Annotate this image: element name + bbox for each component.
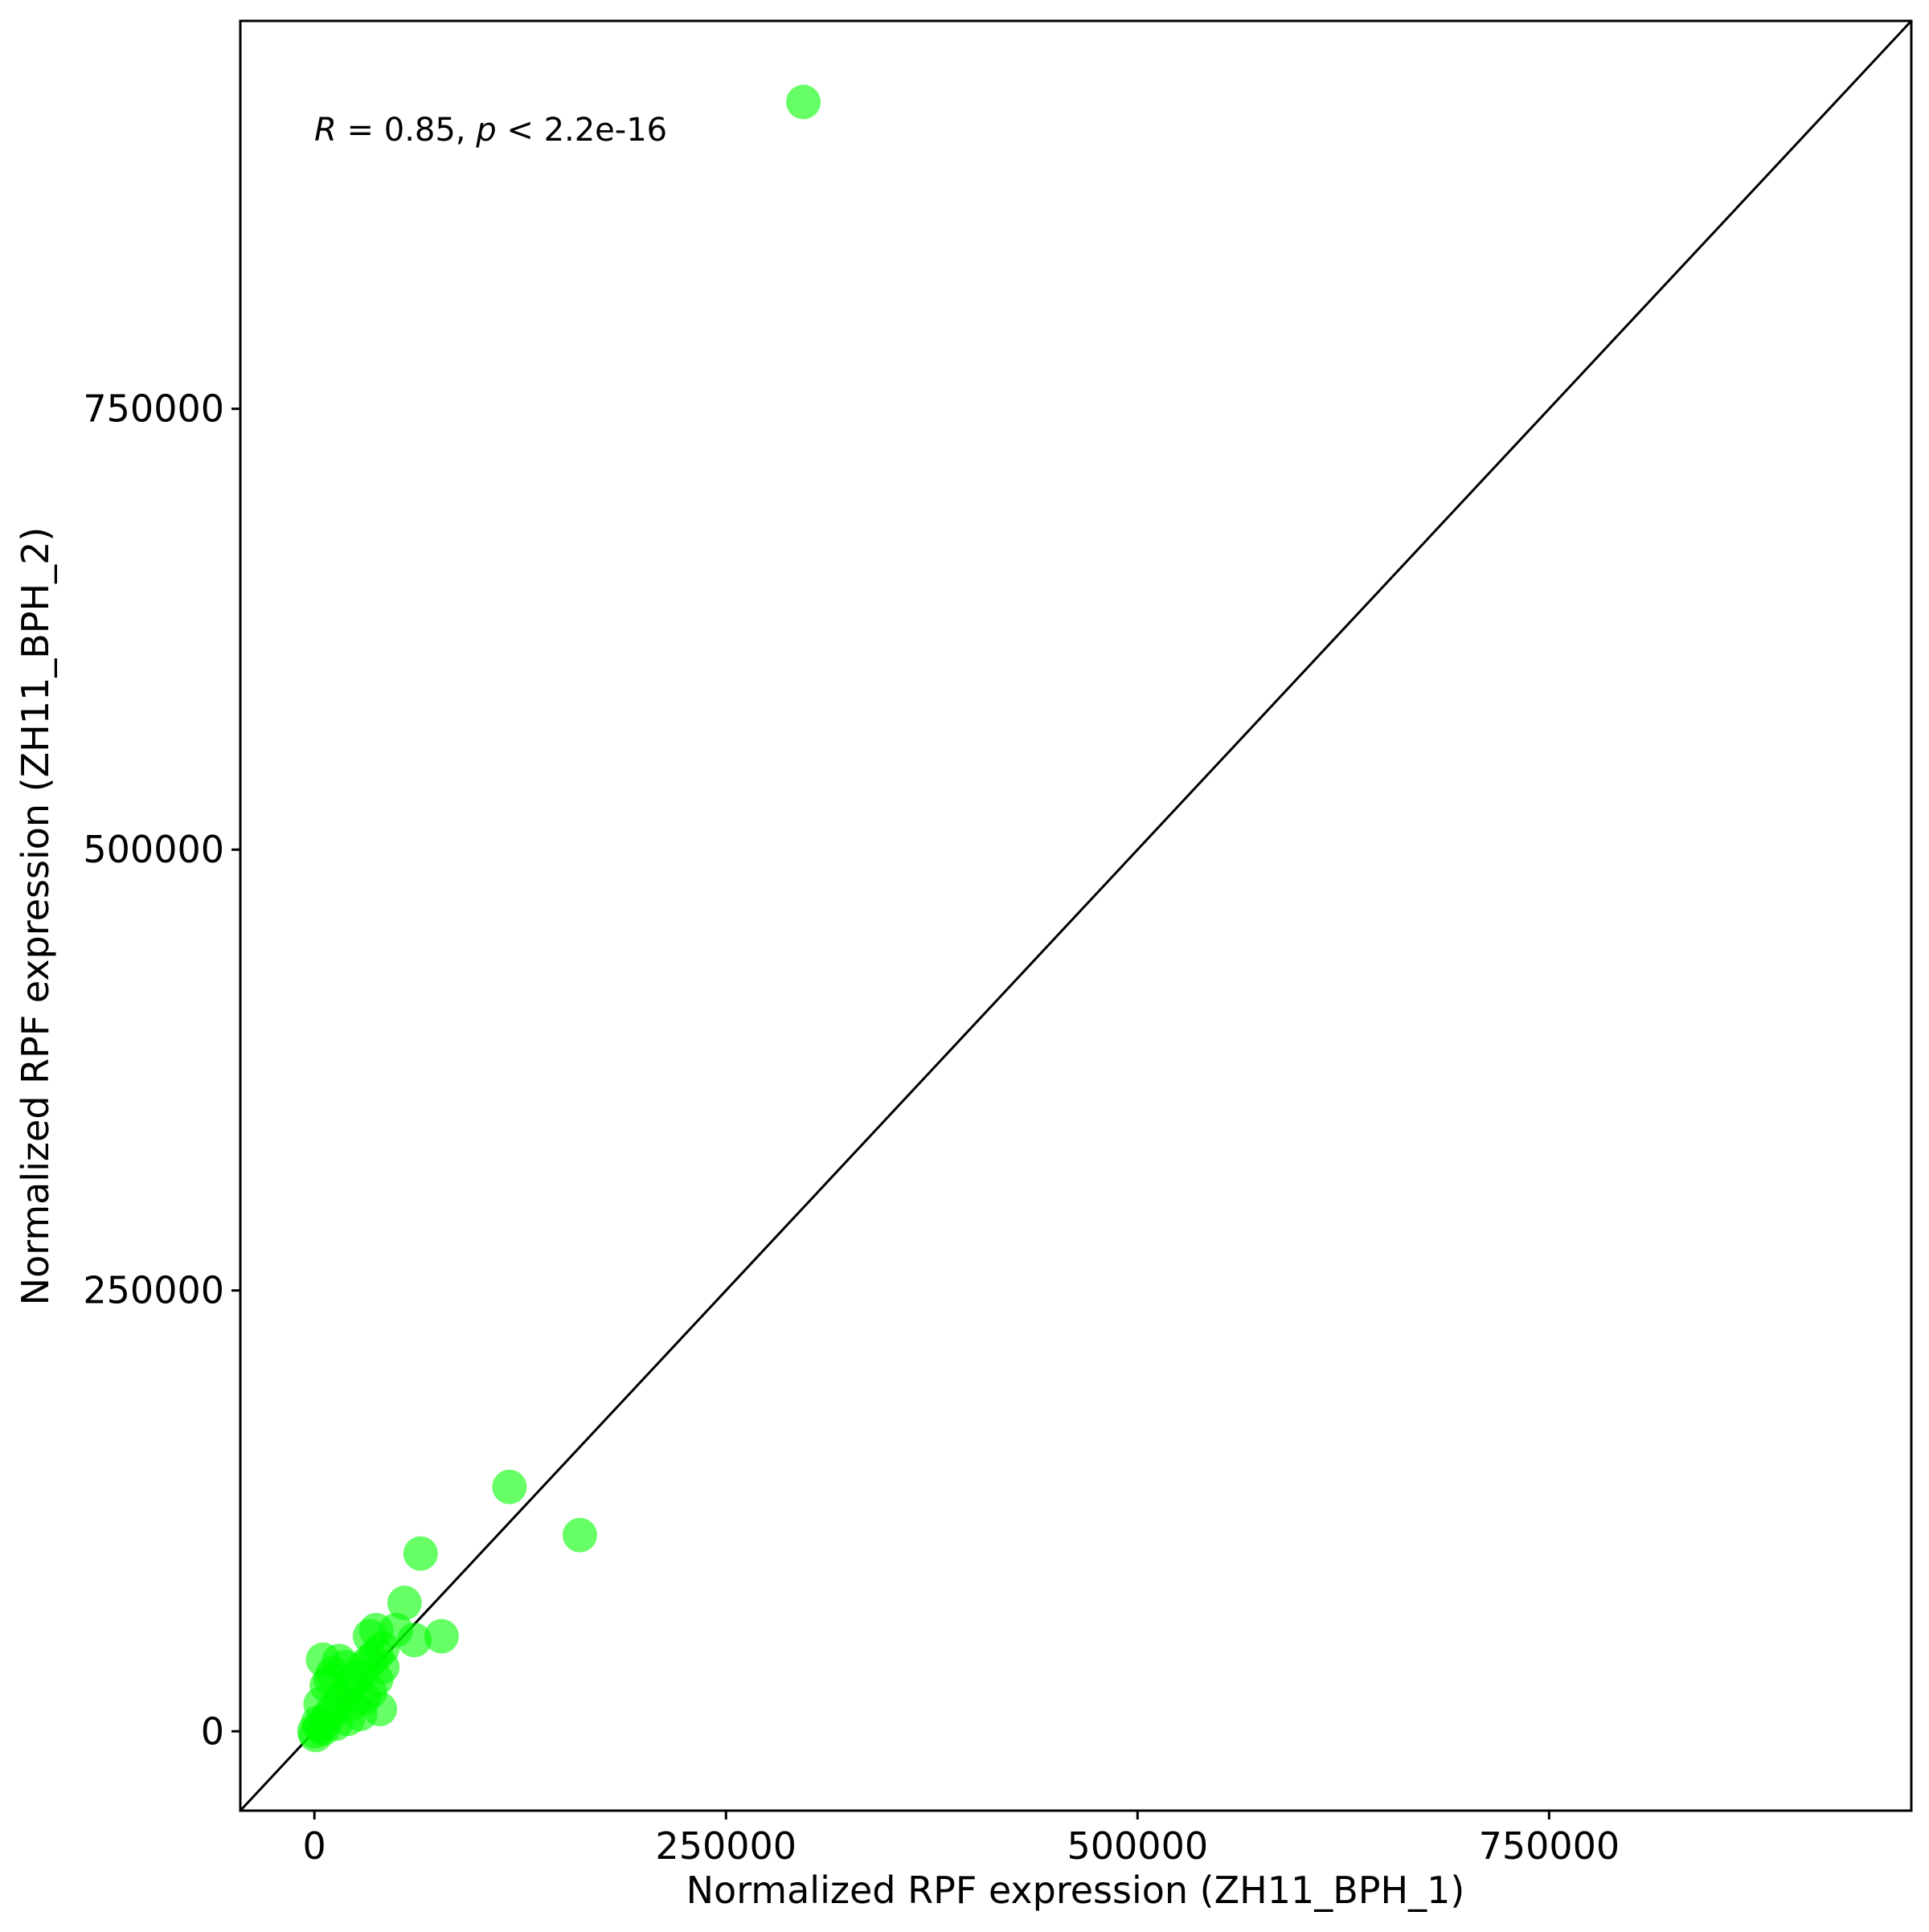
y-tick-label: 500000 — [83, 828, 224, 871]
annotation-part: R — [314, 112, 337, 149]
point — [330, 1701, 366, 1737]
y-axis-title: Normalized RPF expression (ZH11_BPH_2) — [14, 527, 57, 1306]
point — [328, 1649, 363, 1684]
identity-line — [239, 19, 1913, 1812]
annotation: R = 0.85, p < 2.2e-16 — [314, 112, 667, 149]
point — [298, 1717, 334, 1753]
x-axis-title: Normalized RPF expression (ZH11_BPH_1) — [686, 1869, 1465, 1912]
point — [424, 1619, 459, 1654]
point — [562, 1517, 597, 1553]
annotation-part: p — [475, 112, 496, 149]
x-tick-label: 0 — [303, 1824, 326, 1868]
annotation-part: < 2.2e-16 — [497, 112, 668, 149]
annotation-part: = 0.85, — [337, 112, 476, 149]
x-tick-label: 500000 — [1067, 1824, 1209, 1868]
point — [492, 1469, 527, 1504]
point — [365, 1649, 400, 1684]
point — [403, 1536, 438, 1571]
y-tick-label: 250000 — [83, 1269, 224, 1312]
y-tick-label: 0 — [201, 1709, 224, 1753]
point — [387, 1586, 422, 1621]
point — [786, 84, 821, 120]
x-tick-label: 750000 — [1479, 1824, 1620, 1868]
x-tick-label: 250000 — [655, 1824, 797, 1868]
plot-frame — [239, 19, 1913, 1812]
y-tick-label: 750000 — [83, 387, 224, 431]
